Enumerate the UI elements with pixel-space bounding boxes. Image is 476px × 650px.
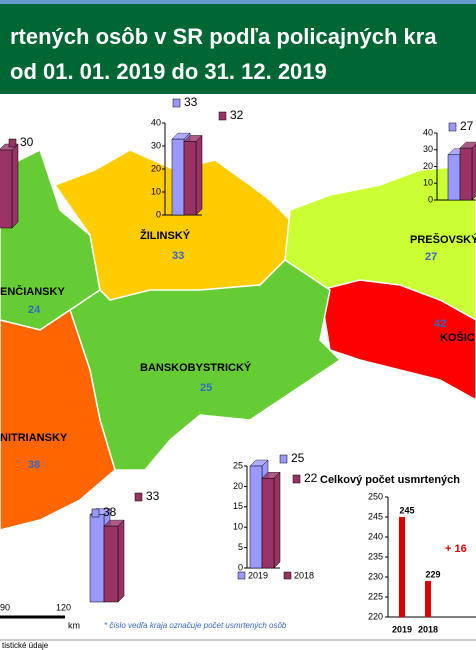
total-title: Celkový počet usmrtených: [320, 474, 460, 486]
label-swatch: [8, 138, 17, 148]
region-name: PREŠOVSKÝ: [410, 233, 476, 246]
bar: [0, 149, 13, 229]
label-swatch: [292, 474, 301, 484]
y-tick-label: 40: [151, 117, 161, 127]
value-label: 33: [184, 95, 198, 109]
value-label: 25: [291, 451, 305, 465]
scale-unit: km: [68, 620, 80, 630]
region-name: BANSKOBYSTRICKÝ: [140, 361, 252, 374]
legend-swatch: [237, 571, 246, 580]
bar: [183, 141, 197, 216]
region-name: ENČIANSKY: [0, 285, 65, 298]
y-tick-label: 220: [368, 611, 383, 621]
label-swatch: [172, 98, 181, 108]
y-tick-label: 0: [238, 562, 243, 572]
y-tick-label: 20: [233, 481, 243, 491]
bar-side: [273, 471, 281, 569]
region-name: NITRIANSKY: [0, 432, 68, 444]
y-tick-label: 0: [156, 209, 161, 219]
y-tick-label: 15: [233, 501, 243, 511]
y-tick-label: 230: [368, 571, 383, 581]
region-count: 27: [425, 251, 437, 263]
title-line: rtených osôb v SR podľa policajných kra: [10, 24, 437, 49]
value-label: 27: [460, 119, 474, 133]
y-tick-label: 25: [233, 460, 243, 470]
y-tick-label: 245: [368, 511, 383, 521]
y-tick-label: 40: [423, 127, 433, 137]
x-tick-label: 2019: [392, 624, 412, 634]
footer: tistické údaje: [2, 641, 49, 650]
bar: [249, 465, 263, 569]
region-name: KOŠIC: [440, 331, 475, 344]
y-tick-label: 5: [238, 542, 243, 552]
label-swatch: [134, 492, 143, 502]
legend-label: 2018: [294, 570, 314, 580]
bar-side: [471, 143, 476, 201]
bar: [89, 514, 105, 603]
y-tick-label: 10: [151, 186, 161, 196]
bar-side: [195, 134, 203, 216]
y-tick-label: 30: [151, 140, 161, 150]
bar: [261, 477, 275, 569]
value-label: 22: [304, 471, 318, 485]
bar: [447, 154, 461, 201]
y-tick-label: 10: [423, 178, 433, 188]
region-count: 24: [28, 304, 41, 316]
y-tick-label: 225: [368, 591, 383, 601]
value-label: 30: [20, 135, 34, 149]
value-label: 229: [425, 569, 440, 579]
region-kosice: [319, 279, 476, 401]
label-swatch: [448, 122, 457, 132]
bar-side: [117, 519, 125, 603]
note: * číslo vedľa kraja označuje počet usmrt…: [104, 621, 287, 630]
value-label: 32: [230, 108, 244, 122]
label-swatch: [91, 508, 100, 518]
value-label: 38: [103, 505, 117, 519]
legend-swatch: [283, 571, 292, 580]
y-tick-label: 235: [368, 551, 383, 561]
y-tick-label: 30: [423, 144, 433, 154]
y-tick-label: 250: [368, 491, 383, 501]
region-name: ŽILINSKÝ: [140, 229, 191, 242]
top-strip: [0, 0, 476, 4]
label-swatch: [218, 111, 227, 121]
label-swatch: [279, 454, 288, 464]
bar-side: [11, 143, 19, 229]
region-count: 33: [172, 250, 184, 262]
bar: [425, 581, 431, 617]
x-tick-label: 2018: [418, 624, 438, 634]
y-tick-label: 240: [368, 531, 383, 541]
map: [0, 148, 476, 531]
y-tick-label: 10: [233, 522, 243, 532]
region-count: 42: [434, 318, 446, 330]
bar: [459, 147, 473, 201]
region-nitra: [0, 308, 116, 531]
region-count: 25: [200, 382, 212, 394]
title-line: od 01. 01. 2019 do 31. 12. 2019: [10, 59, 327, 84]
scale-label: 120: [56, 602, 71, 612]
y-tick-label: 20: [423, 161, 433, 171]
y-tick-label: 0: [428, 194, 433, 204]
scale-label: 90: [0, 602, 10, 612]
annotation: + 16: [445, 543, 467, 555]
title-band: [0, 4, 476, 94]
bar: [399, 517, 405, 617]
value-label: 33: [146, 489, 160, 503]
bar: [171, 138, 185, 216]
value-label: 245: [399, 505, 414, 515]
region-count: 38: [28, 459, 40, 471]
y-tick-label: 20: [151, 163, 161, 173]
legend-label: 2019: [248, 570, 268, 580]
bar: [103, 525, 119, 603]
